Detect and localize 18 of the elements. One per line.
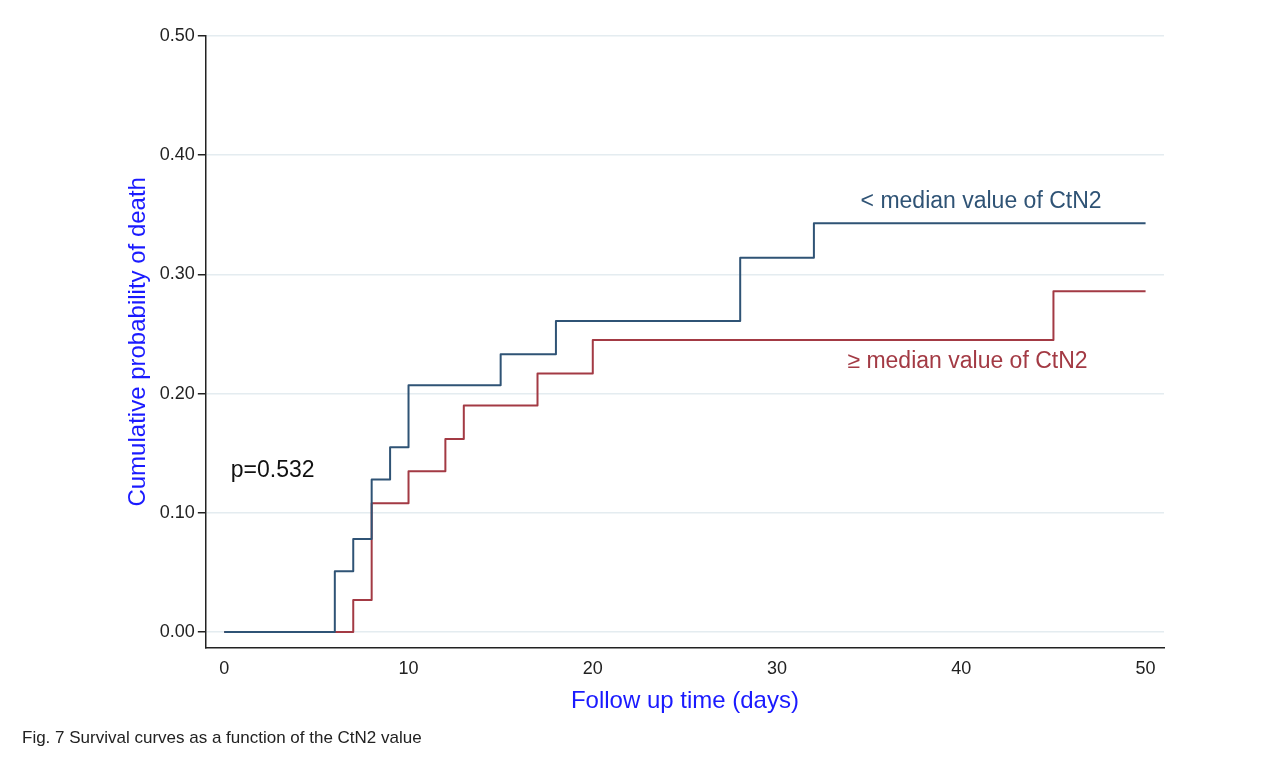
y-tick-label: 0.50 (159, 24, 195, 45)
x-tick-label: 30 (767, 658, 788, 679)
x-tick-label: 20 (582, 658, 603, 679)
y-tick-label: 0.00 (159, 621, 195, 642)
y-axis-title: Cumulative probability of death (123, 177, 151, 507)
x-axis-title: Follow up time (days) (570, 686, 799, 714)
annotation: p=0.532 (230, 456, 315, 483)
series-label: ≥ median value of CtN2 (847, 346, 1088, 373)
y-tick-label: 0.30 (159, 263, 195, 284)
caption: Fig. 7 Survival curves as a function of the CtN2 value (22, 728, 422, 748)
x-tick-label: 10 (398, 658, 419, 679)
y-tick-label: 0.40 (159, 144, 195, 165)
series-label: < median value of CtN2 (860, 187, 1102, 214)
x-tick-label: 50 (1135, 658, 1156, 679)
y-tick-label: 0.10 (159, 501, 195, 522)
x-tick-label: 40 (951, 658, 972, 679)
x-tick-label: 0 (219, 658, 230, 679)
y-tick-label: 0.20 (159, 382, 195, 403)
